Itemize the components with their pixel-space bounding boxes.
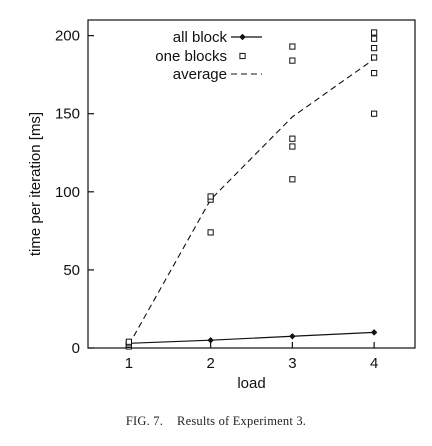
legend-swatch-one-blocks — [239, 52, 246, 60]
series-one-blocks-point — [371, 29, 378, 36]
series-one-blocks-point — [289, 135, 296, 142]
x-tick-label: 2 — [206, 355, 214, 372]
series-one-blocks-point — [289, 57, 296, 64]
y-tick-label: 0 — [72, 340, 80, 357]
caption-label: FIG. 7. — [125, 414, 164, 428]
series-one-blocks-point — [289, 176, 296, 183]
series-all-block-point — [370, 329, 378, 336]
series-one-blocks-point — [371, 110, 378, 117]
series-one-blocks-point — [371, 54, 378, 61]
x-tick-label: 1 — [125, 355, 133, 372]
y-tick-label: 50 — [63, 262, 80, 279]
x-axis-title: load — [237, 375, 265, 392]
series-average-line — [128, 58, 375, 346]
y-tick-label: 100 — [55, 184, 80, 201]
x-tick-label: 4 — [370, 355, 378, 372]
series-one-blocks-point — [207, 229, 214, 236]
series-one-blocks-point — [289, 43, 296, 50]
plot-frame — [87, 19, 416, 349]
y-tick-label: 200 — [55, 28, 80, 45]
caption-text: Results of Experiment 3. — [177, 414, 307, 428]
series-one-blocks-point — [371, 45, 378, 52]
series-one-blocks-point — [371, 70, 378, 77]
legend-label-average: average — [173, 66, 227, 83]
legend-label-one-blocks: one blocks — [155, 48, 227, 65]
series-one-blocks-point — [207, 193, 214, 200]
x-tick-label: 3 — [288, 355, 296, 372]
chart: 0 50 100 150 200 1 2 3 4 load time per iteration [… — [27, 19, 416, 392]
series-all-block-point — [289, 333, 296, 340]
series-all-block-line — [128, 331, 375, 344]
legend-label-all-block: all block — [173, 29, 228, 46]
series-one-blocks-point — [125, 338, 132, 345]
series-one-blocks-point — [371, 35, 378, 42]
legend-swatch-all-block-marker — [239, 33, 246, 41]
series-all-block-point — [207, 336, 214, 344]
series-one-blocks-point — [289, 143, 296, 150]
y-axis-title: time per iteration [ms] — [27, 112, 44, 256]
y-tick-label: 150 — [55, 106, 80, 123]
figure-caption: FIG. 7. Results of Experiment 3. — [0, 414, 432, 429]
